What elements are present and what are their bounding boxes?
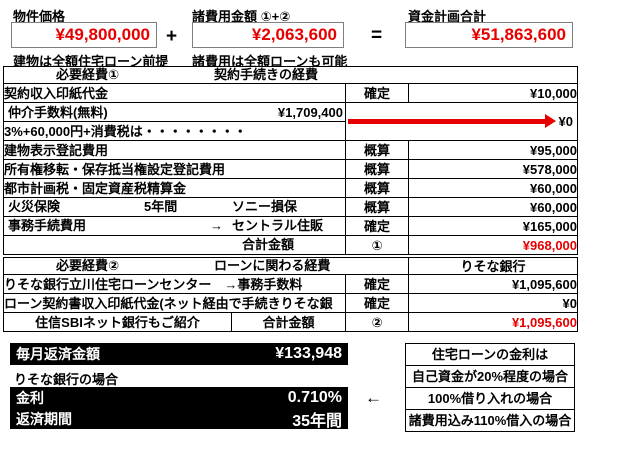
loan-note: 100%借り入れの場合: [406, 387, 574, 409]
table-row-broker-formula: 3%+60,000円+消費税は・・・・・・・・: [3, 121, 578, 141]
item-status: 概算: [345, 197, 409, 217]
expenses2-table: 必要経費② ローンに関わる経費 りそな銀行 りそな銀行立川住宅ローンセンター →…: [2, 257, 579, 332]
fees-value-box: ¥2,063,600: [192, 22, 344, 48]
table-total-row: 住信SBIネット銀行もご紹介 合計金額 ② ¥1,095,600: [3, 312, 579, 332]
item-status: 概算: [345, 178, 409, 198]
item-name: 仲介手数料(無料): [8, 104, 108, 120]
monthly-payment-bar: 毎月返済金額 ¥133,948: [10, 343, 348, 365]
table-row: 所有権移転・保存抵当権設定登記費用 概算 ¥578,000: [3, 159, 579, 179]
fees-label: 諸費用金額 ①+②: [192, 9, 291, 24]
sbi-note: 住信SBIネット銀行もご紹介: [3, 312, 232, 332]
fees-note: 諸費用は全額ローンも可能: [192, 54, 348, 69]
item-status: 確定: [344, 274, 410, 294]
repayment-period-bar: 返済期間 35年間: [10, 408, 348, 430]
bank-case-note: りそな銀行の場合: [14, 372, 119, 387]
interest-rate-label: 金利: [16, 389, 44, 406]
repayment-period-label: 返済期間: [16, 410, 72, 427]
broker-formula: 3%+60,000円+消費税は・・・・・・・・: [3, 121, 346, 141]
item-name: ローン契約書収入印紙代金(ネット経由で手続きりそな銀: [3, 293, 346, 313]
bank-header: りそな銀行: [408, 257, 579, 275]
total-mark: ①: [345, 235, 409, 255]
broker-list-price: ¥1,709,400: [277, 104, 343, 120]
loan-note: 自己資金が20%程度の場合: [406, 365, 574, 387]
loan-note: 住宅ローンの金利は: [431, 347, 549, 362]
item-amount: ¥578,000: [407, 159, 579, 179]
item-status: 確定: [345, 83, 409, 103]
interest-rate-bar: 金利 0.710%: [10, 387, 348, 408]
item-amount: ¥95,000: [407, 140, 579, 160]
item-name: 契約収入印紙代金: [3, 83, 346, 103]
item-amount: ¥0: [408, 293, 579, 313]
expenses2-header-row: 必要経費② ローンに関わる経費 りそな銀行: [2, 257, 579, 275]
price-label: 物件価格: [13, 9, 66, 24]
red-arrow-icon: [348, 114, 556, 128]
price-value-box: ¥49,800,000: [11, 22, 157, 48]
left-arrow-icon: ←: [365, 388, 382, 407]
expenses1-header-row: 必要経費① 契約手続きの経費: [2, 66, 579, 84]
table-row-broker: 仲介手数料(無料) ¥1,709,400 ¥0: [3, 102, 579, 141]
expenses1-title: 必要経費①: [56, 67, 120, 83]
table-row: 都市計画税・固定資産税精算金 概算 ¥60,000: [3, 178, 579, 198]
loan-note: 諸費用込み110%借入の場合: [406, 409, 574, 431]
fire-provider: ソニー損保: [232, 199, 298, 214]
equals-operator: =: [371, 25, 383, 46]
grand-total-value-box: ¥51,863,600: [405, 22, 573, 48]
item-status: 確定: [345, 216, 409, 236]
table-total-row: 合計金額 ① ¥968,000: [3, 235, 579, 255]
item-name: りそな銀行立川住宅ローンセンター →事務手数料: [3, 274, 346, 294]
expenses1-table: 必要経費① 契約手続きの経費 契約収入印紙代金 確定 ¥10,000 仲介手数料…: [2, 66, 579, 255]
plus-operator: +: [166, 26, 178, 47]
table-row: 契約収入印紙代金 確定 ¥10,000: [3, 83, 579, 103]
table-row-office: 事務手続費用 → セントラル住販 確定 ¥165,000: [3, 216, 579, 236]
total-amount: ¥968,000: [407, 235, 579, 255]
total-label: 合計金額: [231, 312, 346, 332]
expenses2-subtitle: ローンに関わる経費: [214, 258, 331, 274]
item-name: 所有権移転・保存抵当権設定登記費用: [3, 159, 346, 179]
total-mark: ②: [344, 312, 410, 332]
item-amount: ¥10,000: [407, 83, 579, 103]
total-label: 合計金額: [242, 237, 295, 252]
item-amount: ¥60,000: [407, 197, 579, 217]
office-provider: セントラル住販: [232, 218, 324, 233]
item-name: 事務手続費用: [8, 218, 87, 233]
item-status: 概算: [345, 159, 409, 179]
table-row: 建物表示登記費用 概算 ¥95,000: [3, 140, 579, 160]
item-name: 都市計画税・固定資産税精算金: [3, 178, 346, 198]
monthly-payment-label: 毎月返済金額: [16, 346, 100, 362]
right-arrow-icon: →: [210, 218, 223, 233]
fire-term: 5年間: [144, 199, 178, 214]
expenses2-title: 必要経費②: [56, 258, 120, 274]
table-row-fire: 火災保険 5年間 ソニー損保 概算 ¥60,000: [3, 197, 579, 217]
price-note: 建物は全額住宅ローン前提: [13, 54, 169, 69]
repayment-period-value: 35年間: [292, 412, 342, 430]
table-row: りそな銀行立川住宅ローンセンター →事務手数料 確定 ¥1,095,600: [3, 274, 579, 294]
item-status: 確定: [344, 293, 410, 313]
item-name: 火災保険: [8, 199, 61, 214]
item-amount: ¥165,000: [407, 216, 579, 236]
monthly-payment-value: ¥133,948: [275, 345, 342, 362]
broker-discount-price: ¥0: [558, 114, 574, 129]
grand-total-label: 資金計画合計: [408, 9, 487, 24]
item-amount: ¥60,000: [407, 178, 579, 198]
expenses1-subtitle: 契約手続きの経費: [214, 67, 319, 83]
item-name: 建物表示登記費用: [3, 140, 346, 160]
item-amount: ¥1,095,600: [408, 274, 579, 294]
total-amount: ¥1,095,600: [408, 312, 579, 332]
rate-block: 金利 0.710% 返済期間 35年間: [10, 387, 348, 430]
interest-rate-value: 0.710%: [287, 388, 342, 406]
table-row: ローン契約書収入印紙代金(ネット経由で手続きりそな銀 確定 ¥0: [3, 293, 579, 313]
item-status: 概算: [345, 140, 409, 160]
loan-rate-notes-box: 住宅ローンの金利は 自己資金が20%程度の場合 100%借り入れの場合 諸費用込…: [405, 343, 575, 432]
